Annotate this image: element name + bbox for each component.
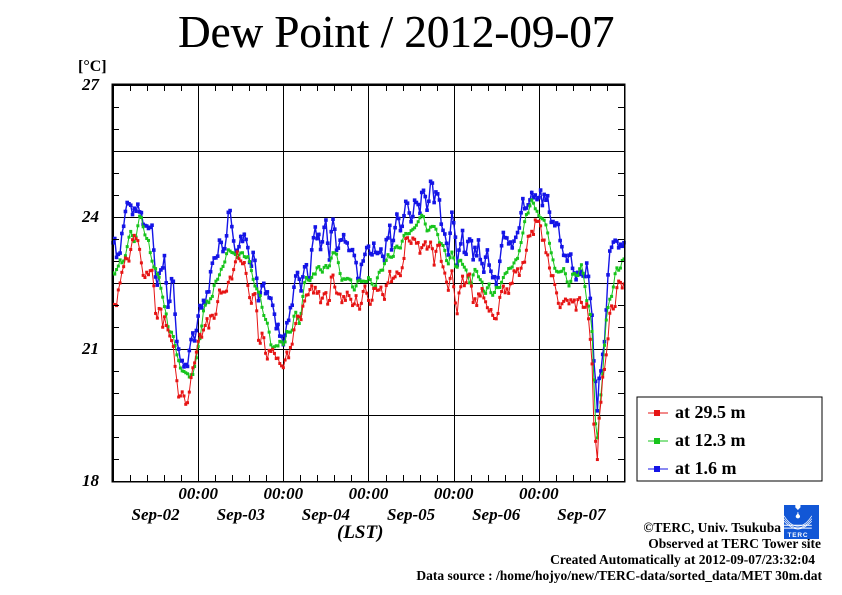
svg-text:TERC: TERC	[787, 532, 808, 539]
